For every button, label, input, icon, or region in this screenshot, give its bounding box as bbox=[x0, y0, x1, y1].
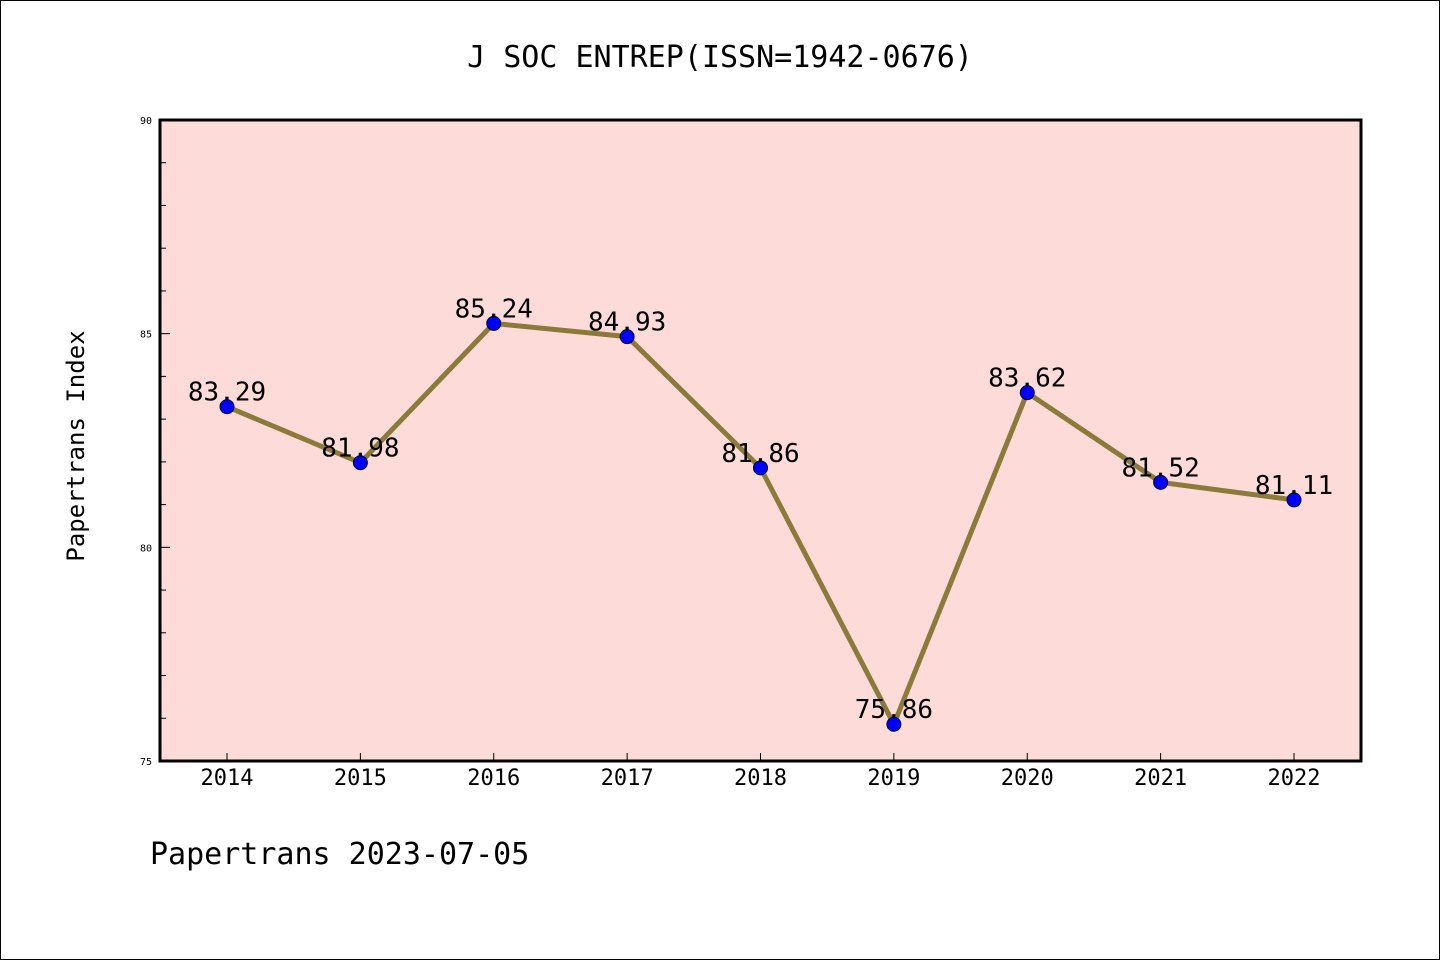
y-tick-label: 80 bbox=[140, 543, 152, 554]
data-labels: 83.29 81.98 85.24 84.93 81.86 75.86 83.62 81.52… bbox=[188, 294, 1333, 725]
data-point bbox=[753, 460, 768, 476]
y-tick-label: 90 bbox=[140, 116, 152, 127]
y-tick-label: 85 bbox=[140, 330, 152, 341]
x-tick-label: 2014 bbox=[201, 766, 254, 791]
x-tick-label: 2021 bbox=[1134, 766, 1187, 791]
data-point bbox=[1019, 385, 1035, 401]
x-tick-label: 2018 bbox=[734, 766, 787, 791]
y-tick-label: 75 bbox=[140, 757, 152, 768]
y-axis-label: Papertrans Index bbox=[62, 330, 90, 561]
data-label: 85.24 bbox=[455, 294, 533, 324]
plot-area bbox=[158, 118, 1363, 763]
x-tick-label: 2022 bbox=[1268, 766, 1321, 791]
x-tick-label: 2019 bbox=[867, 766, 920, 791]
data-point bbox=[486, 315, 502, 331]
x-tick-label: 2016 bbox=[467, 766, 520, 791]
chart-title: J SOC ENTREP(ISSN=1942-0676) bbox=[467, 40, 973, 75]
data-label: 84.93 bbox=[588, 308, 666, 338]
x-tick-label: 2020 bbox=[1001, 766, 1054, 791]
data-label: 83.29 bbox=[188, 378, 266, 408]
data-label: 75.86 bbox=[855, 695, 933, 725]
data-label: 81.11 bbox=[1255, 471, 1333, 501]
data-point bbox=[352, 455, 368, 471]
data-label: 83.62 bbox=[988, 364, 1066, 394]
x-axis: 2014 2015 2016 2017 2018 2019 2020 2021 2022 bbox=[201, 753, 1321, 791]
data-point bbox=[219, 399, 235, 415]
data-point bbox=[1153, 474, 1169, 490]
x-tick-label: 2017 bbox=[601, 766, 654, 791]
data-label: 81.52 bbox=[1121, 453, 1199, 483]
y-axis: 75 80 85 90 bbox=[140, 116, 170, 768]
series-markers bbox=[219, 315, 1302, 732]
footer-credit: Papertrans 2023-07-05 bbox=[150, 837, 529, 872]
x-tick-label: 2015 bbox=[334, 766, 387, 791]
data-point bbox=[886, 716, 902, 732]
data-point bbox=[619, 329, 635, 345]
data-point bbox=[1286, 492, 1302, 508]
data-label: 81.86 bbox=[721, 439, 799, 469]
data-label: 81.98 bbox=[321, 434, 399, 464]
